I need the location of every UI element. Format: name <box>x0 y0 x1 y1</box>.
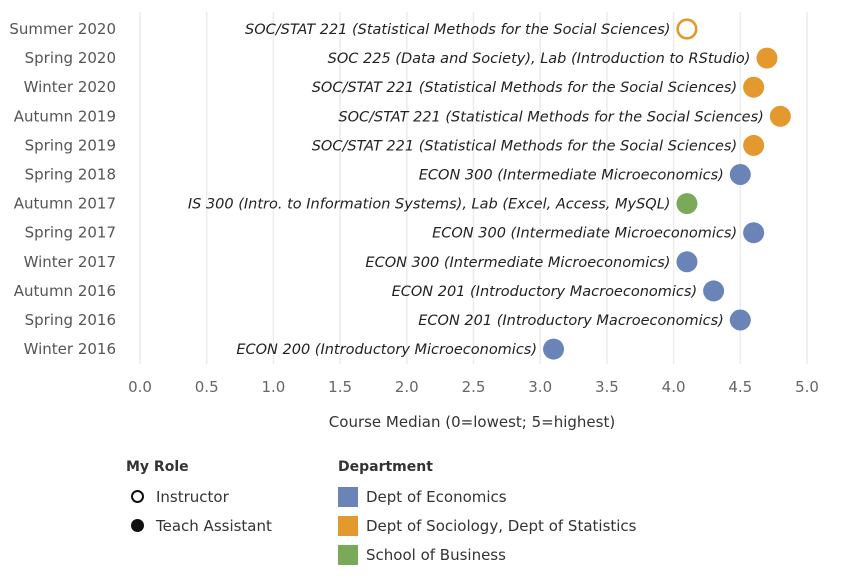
x-tick-label: 1.5 <box>328 378 352 396</box>
legend-item-sociology-statistics: Dept of Sociology, Dept of Statistics <box>338 511 637 540</box>
data-point <box>769 105 791 127</box>
legend-item-business: School of Business <box>338 540 637 569</box>
chart-row: Spring 2018 ECON 300 (Intermediate Microe… <box>25 164 751 185</box>
course-median-chart: Summer 2020 SOC/STAT 221 (Statistical Met… <box>9 12 819 431</box>
data-point <box>743 222 765 244</box>
x-tick-label: 0.0 <box>128 378 152 396</box>
data-point <box>756 47 778 69</box>
term-label: Summer 2020 <box>9 20 116 38</box>
course-label: SOC/STAT 221 (Statistical Methods for th… <box>245 22 670 38</box>
term-label: Winter 2017 <box>24 253 116 271</box>
chart-row: Spring 2017 ECON 300 (Intermediate Microe… <box>25 222 765 244</box>
x-tick-label: 4.0 <box>662 378 686 396</box>
term-label: Winter 2020 <box>24 78 116 96</box>
department-legend: Department Dept of Economics Dept of Soc… <box>338 459 637 569</box>
legend-item-instructor: Instructor <box>126 482 272 511</box>
role-legend: My Role Instructor Teach Assistant <box>126 459 272 540</box>
term-label: Spring 2019 <box>25 136 116 154</box>
term-label: Spring 2020 <box>25 49 116 67</box>
term-label: Autumn 2019 <box>14 107 116 125</box>
chart-row: Winter 2020 SOC/STAT 221 (Statistical Met… <box>24 76 765 98</box>
filled-circle-icon <box>131 519 144 532</box>
data-point <box>676 18 698 40</box>
role-legend-title: My Role <box>126 459 189 475</box>
legend-label-economics: Dept of Economics <box>366 487 507 506</box>
chart-row: Summer 2020 SOC/STAT 221 (Statistical Met… <box>9 18 698 40</box>
data-point <box>743 134 765 156</box>
legend-label-instructor: Instructor <box>156 487 229 506</box>
chart-rows: Summer 2020 SOC/STAT 221 (Statistical Met… <box>9 18 791 360</box>
term-label: Spring 2017 <box>25 224 116 242</box>
x-tick-label: 3.5 <box>595 378 619 396</box>
course-label: ECON 201 (Introductory Macroeconomics) <box>418 313 724 329</box>
x-tick-label: 1.0 <box>261 378 285 396</box>
x-tick-label: 0.5 <box>195 378 219 396</box>
course-label: SOC/STAT 221 (Statistical Methods for th… <box>338 109 763 125</box>
x-tick-label: 4.5 <box>728 378 752 396</box>
hollow-circle-icon <box>131 490 144 503</box>
data-point <box>729 164 751 185</box>
term-label: Autumn 2016 <box>14 282 116 300</box>
x-axis-ticks: 0.0 0.5 1.0 1.5 2.0 2.5 3.0 3.5 4.0 4.5 5.0 <box>128 378 819 396</box>
x-tick-label: 2.0 <box>395 378 419 396</box>
chart-row: Winter 2016 ECON 200 (Introductory Microe… <box>24 338 565 360</box>
data-point <box>703 280 725 302</box>
course-label: ECON 201 (Introductory Macroeconomics) <box>392 284 698 300</box>
legend-label-sociology-statistics: Dept of Sociology, Dept of Statistics <box>366 516 637 535</box>
course-label: IS 300 (Intro. to Information Systems), … <box>188 197 671 213</box>
chart-row: Autumn 2016 ECON 201 (Introductory Macroe… <box>14 280 725 302</box>
department-legend-title: Department <box>338 459 433 475</box>
sociology-statistics-color-swatch <box>338 515 358 536</box>
data-point <box>743 76 765 98</box>
x-tick-label: 5.0 <box>795 378 819 396</box>
course-label: SOC/STAT 221 (Statistical Methods for th… <box>312 80 737 96</box>
business-color-swatch <box>338 544 358 565</box>
x-tick-label: 2.5 <box>462 378 486 396</box>
x-tick-label: 3.0 <box>528 378 552 396</box>
data-point <box>676 251 698 273</box>
legend-item-economics: Dept of Economics <box>338 482 637 511</box>
chart-row: Spring 2019 SOC/STAT 221 (Statistical Met… <box>25 134 765 156</box>
legend-label-teach-assistant: Teach Assistant <box>156 516 272 535</box>
chart-row: Autumn 2017 IS 300 (Intro. to Information… <box>14 193 698 215</box>
course-label: ECON 300 (Intermediate Microeconomics) <box>365 255 670 271</box>
term-label: Winter 2016 <box>24 340 116 358</box>
x-axis-title: Course Median (0=lowest; 5=highest) <box>329 413 615 431</box>
term-label: Spring 2018 <box>25 166 116 184</box>
chart-row: Autumn 2019 SOC/STAT 221 (Statistical Met… <box>14 105 791 127</box>
course-label: ECON 300 (Intermediate Microeconomics) <box>419 168 724 184</box>
legend-label-business: School of Business <box>366 545 506 564</box>
data-point <box>676 193 698 215</box>
course-label: ECON 200 (Introductory Microeconomics) <box>236 342 537 358</box>
grid-lines <box>139 12 808 364</box>
term-label: Spring 2016 <box>25 311 116 329</box>
legend-item-teach-assistant: Teach Assistant <box>126 511 272 540</box>
course-label: SOC 225 (Data and Society), Lab (Introdu… <box>328 51 751 67</box>
chart-row: Winter 2017 ECON 300 (Intermediate Microe… <box>24 251 698 273</box>
data-point <box>543 338 565 360</box>
chart-row: Spring 2016 ECON 201 (Introductory Macroe… <box>25 309 751 331</box>
economics-color-swatch <box>338 486 358 507</box>
chart-row: Spring 2020 SOC 225 (Data and Society), L… <box>25 47 778 69</box>
term-label: Autumn 2017 <box>14 195 116 213</box>
data-point <box>729 309 751 331</box>
course-label: ECON 300 (Intermediate Microeconomics) <box>432 226 737 242</box>
course-label: SOC/STAT 221 (Statistical Methods for th… <box>312 138 737 154</box>
